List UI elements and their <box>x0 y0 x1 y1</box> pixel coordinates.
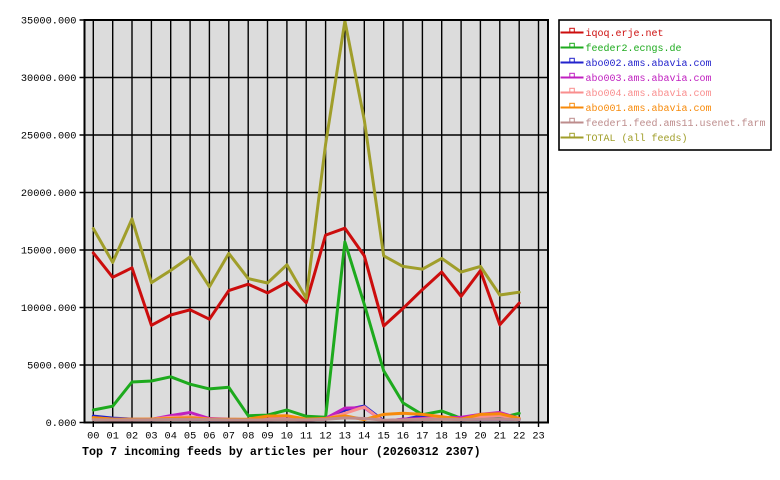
svg-text:0.000: 0.000 <box>46 418 77 430</box>
svg-text:18: 18 <box>436 431 448 443</box>
svg-text:07: 07 <box>223 431 235 443</box>
svg-text:20000.000: 20000.000 <box>21 188 77 200</box>
svg-text:Top 7 incoming feeds by articl: Top 7 incoming feeds by articles per hou… <box>82 445 481 459</box>
svg-text:30000.000: 30000.000 <box>21 73 77 85</box>
svg-text:10: 10 <box>281 431 293 443</box>
svg-text:02: 02 <box>126 431 138 443</box>
svg-text:iqoq.erje.net: iqoq.erje.net <box>586 28 664 40</box>
svg-text:5000.000: 5000.000 <box>27 361 76 373</box>
svg-text:10000.000: 10000.000 <box>21 303 77 315</box>
svg-text:TOTAL (all feeds): TOTAL (all feeds) <box>586 133 688 145</box>
svg-text:abo003.ams.abavia.com: abo003.ams.abavia.com <box>586 73 712 85</box>
svg-text:03: 03 <box>145 431 157 443</box>
svg-text:15: 15 <box>378 431 390 443</box>
svg-text:09: 09 <box>261 431 273 443</box>
svg-text:23: 23 <box>532 431 544 443</box>
svg-text:12: 12 <box>319 431 331 443</box>
svg-text:20: 20 <box>474 431 486 443</box>
svg-text:06: 06 <box>203 431 215 443</box>
svg-text:feeder2.ecngs.de: feeder2.ecngs.de <box>586 43 682 55</box>
svg-text:04: 04 <box>165 431 177 443</box>
svg-text:15000.000: 15000.000 <box>21 246 77 258</box>
svg-text:abo002.ams.abavia.com: abo002.ams.abavia.com <box>586 58 712 70</box>
svg-text:feeder1.feed.ams11.usenet.farm: feeder1.feed.ams11.usenet.farm <box>586 118 766 130</box>
svg-text:00: 00 <box>87 431 99 443</box>
svg-text:abo004.ams.abavia.com: abo004.ams.abavia.com <box>586 88 712 100</box>
svg-text:05: 05 <box>184 431 196 443</box>
svg-text:35000.000: 35000.000 <box>21 16 77 28</box>
svg-text:25000.000: 25000.000 <box>21 131 77 143</box>
svg-text:19: 19 <box>455 431 467 443</box>
svg-text:16: 16 <box>397 431 409 443</box>
svg-text:17: 17 <box>416 431 428 443</box>
svg-text:21: 21 <box>494 431 506 443</box>
svg-text:01: 01 <box>107 431 119 443</box>
svg-text:08: 08 <box>242 431 254 443</box>
svg-text:11: 11 <box>300 431 312 443</box>
svg-text:14: 14 <box>358 431 370 443</box>
svg-text:13: 13 <box>339 431 351 443</box>
svg-text:22: 22 <box>513 431 525 443</box>
svg-text:abo001.ams.abavia.com: abo001.ams.abavia.com <box>586 103 712 115</box>
